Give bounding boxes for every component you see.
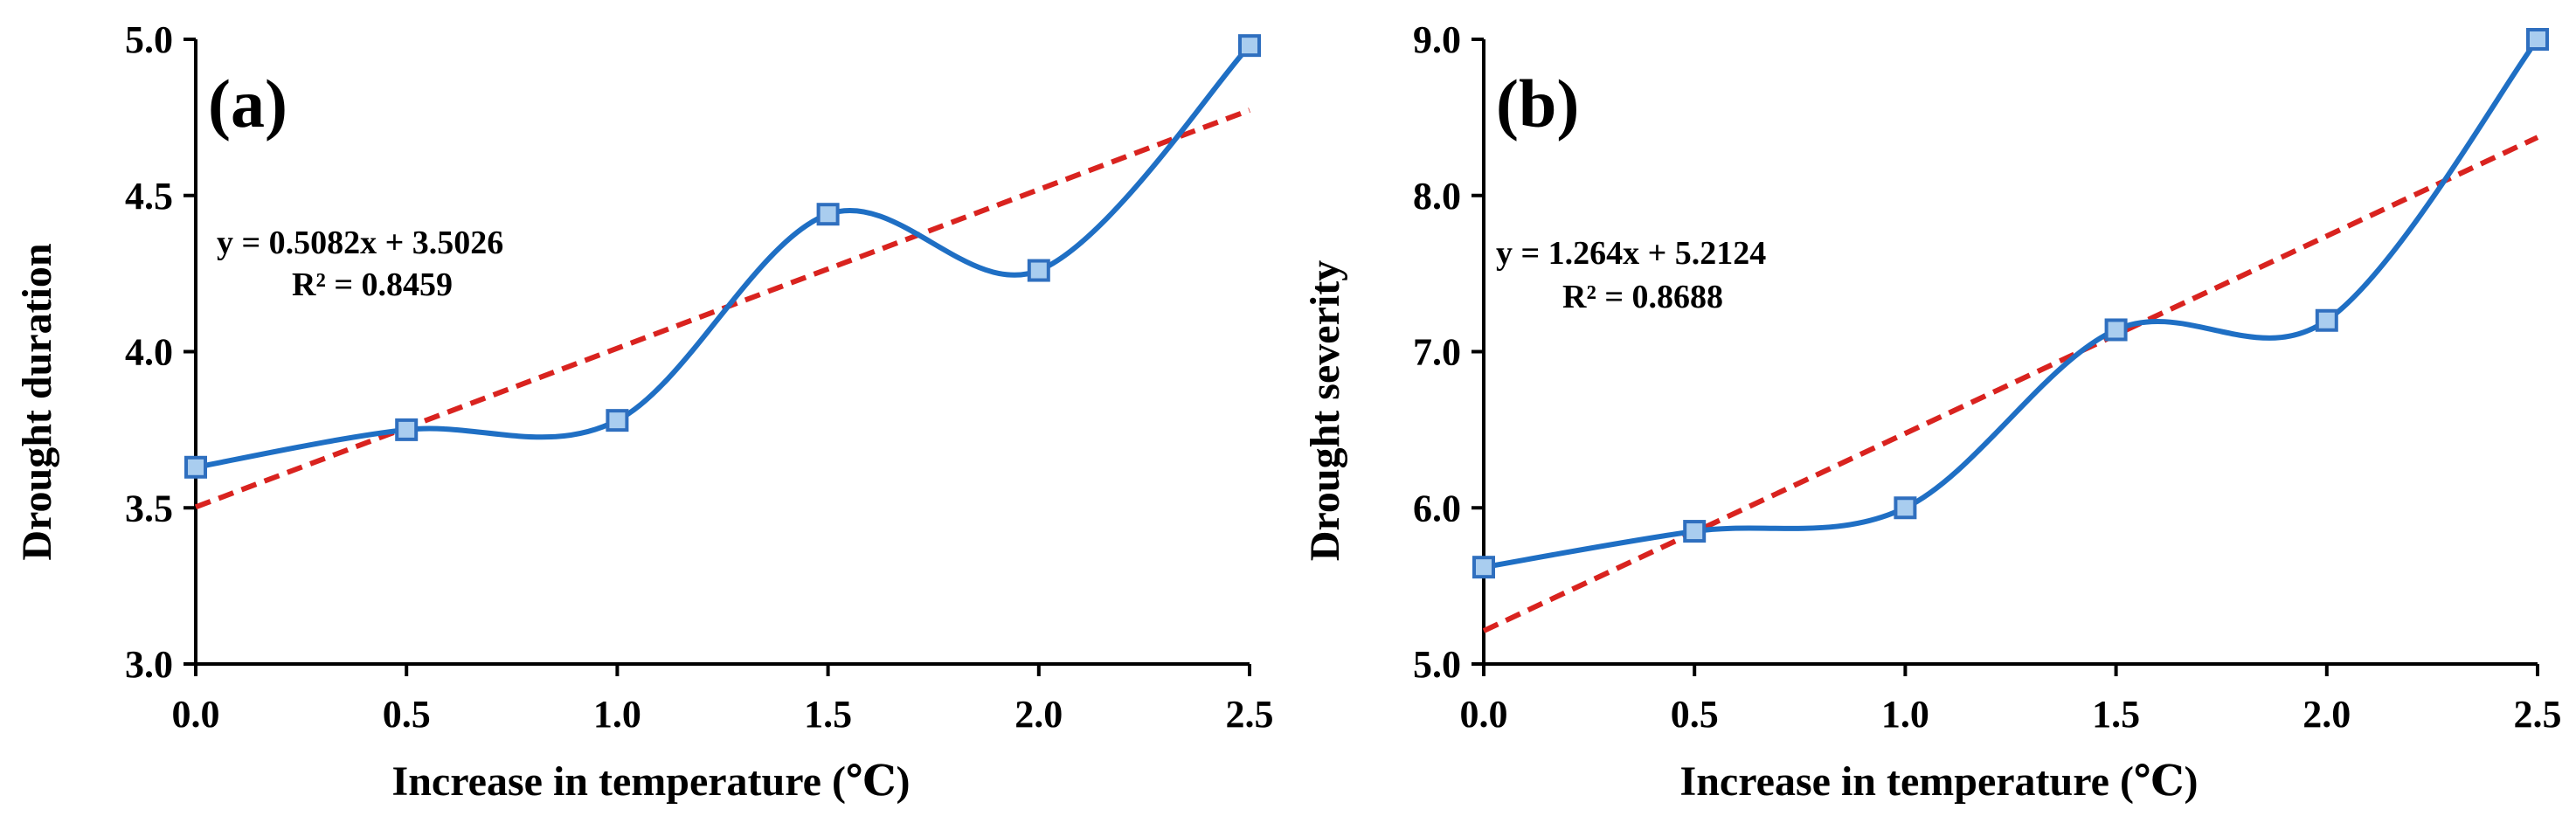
x-ticks: 0.0 0.5 1.0 1.5 2.0 2.5 bbox=[1460, 664, 2562, 736]
trend-equation: y = 1.264x + 5.2124 bbox=[1496, 235, 1766, 272]
data-point bbox=[184, 455, 207, 479]
plot-area-a: 3.0 3.5 4.0 4.5 5.0 0.0 0.5 1.0 1.5 2.0 2.5 bbox=[125, 18, 1274, 736]
data-point bbox=[1472, 556, 1495, 579]
y-tick-label: 3.5 bbox=[125, 487, 173, 529]
y-tick-label: 4.5 bbox=[125, 175, 173, 218]
x-tick-label: 0.0 bbox=[172, 693, 220, 736]
plot-area-b: 5.0 6.0 7.0 8.0 9.0 0.0 0.5 1.0 1.5 2.0 2.5 bbox=[1413, 18, 2562, 736]
data-point bbox=[2526, 28, 2549, 51]
x-tick-label: 1.0 bbox=[593, 693, 641, 736]
y-tick-label: 3.0 bbox=[125, 643, 173, 686]
x-tick-label: 1.5 bbox=[804, 693, 852, 736]
r-squared-label: R² = 0.8688 bbox=[1562, 279, 1723, 315]
x-tick-label: 0.0 bbox=[1460, 693, 1508, 736]
y-tick-label: 4.0 bbox=[125, 331, 173, 374]
y-tick-label: 6.0 bbox=[1413, 487, 1461, 529]
data-point bbox=[1894, 496, 1917, 520]
x-tick-label: 1.5 bbox=[2092, 693, 2140, 736]
data-point bbox=[1027, 259, 1050, 282]
x-tick-label: 1.0 bbox=[1881, 693, 1929, 736]
data-point bbox=[1683, 520, 1707, 543]
x-tick-label: 0.5 bbox=[383, 693, 431, 736]
data-point bbox=[1238, 34, 1261, 58]
data-markers bbox=[184, 34, 1261, 479]
x-axis-title: Increase in temperature (℃) bbox=[1680, 758, 2199, 805]
data-point bbox=[2315, 308, 2338, 332]
x-axis-title: Increase in temperature (℃) bbox=[392, 758, 911, 805]
chart-panel-b: 5.0 6.0 7.0 8.0 9.0 0.0 0.5 1.0 1.5 2.0 2.5 (b) y… bbox=[1302, 18, 2562, 805]
x-tick-label: 2.0 bbox=[2302, 693, 2351, 736]
y-ticks: 3.0 3.5 4.0 4.5 5.0 bbox=[125, 18, 196, 686]
y-tick-label: 7.0 bbox=[1413, 331, 1461, 374]
x-tick-label: 2.5 bbox=[1226, 693, 1274, 736]
data-point bbox=[606, 409, 629, 432]
chart-panel-a: 3.0 3.5 4.0 4.5 5.0 0.0 0.5 1.0 1.5 2.0 2.5 (a) y… bbox=[14, 18, 1274, 805]
data-point bbox=[2104, 318, 2128, 342]
y-tick-label: 8.0 bbox=[1413, 175, 1461, 218]
trend-line bbox=[194, 107, 1251, 510]
data-point bbox=[395, 418, 419, 441]
y-axis-title: Drought duration bbox=[14, 243, 60, 560]
y-tick-label: 9.0 bbox=[1413, 18, 1461, 61]
x-tick-label: 0.5 bbox=[1671, 693, 1719, 736]
y-axis-title: Drought severity bbox=[1302, 260, 1348, 561]
y-tick-label: 5.0 bbox=[125, 18, 173, 61]
y-ticks: 5.0 6.0 7.0 8.0 9.0 bbox=[1413, 18, 1484, 686]
panel-label: (b) bbox=[1496, 66, 1579, 142]
trend-line bbox=[1482, 135, 2539, 633]
y-tick-label: 5.0 bbox=[1413, 643, 1461, 686]
x-tick-label: 2.5 bbox=[2514, 693, 2562, 736]
data-markers bbox=[1472, 28, 2549, 579]
trend-equation: y = 0.5082x + 3.5026 bbox=[217, 225, 503, 261]
panel-label: (a) bbox=[208, 66, 287, 142]
x-tick-label: 2.0 bbox=[1014, 693, 1063, 736]
x-ticks: 0.0 0.5 1.0 1.5 2.0 2.5 bbox=[172, 664, 1274, 736]
data-point bbox=[816, 203, 840, 226]
r-squared-label: R² = 0.8459 bbox=[292, 266, 453, 303]
